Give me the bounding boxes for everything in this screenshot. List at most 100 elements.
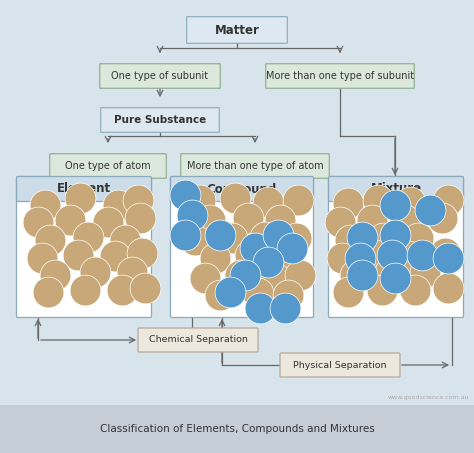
Point [371, 251, 379, 259]
Point [426, 207, 434, 214]
FancyBboxPatch shape [328, 177, 464, 318]
Point [271, 275, 279, 282]
Text: More than one type of subunit: More than one type of subunit [266, 71, 414, 81]
Point [358, 233, 366, 241]
Point [368, 217, 376, 224]
Point [111, 252, 119, 260]
Text: Mixture: Mixture [371, 183, 421, 196]
Point [358, 271, 366, 279]
Point [181, 191, 189, 198]
Point [256, 304, 264, 312]
Point [444, 197, 452, 204]
FancyBboxPatch shape [187, 17, 287, 43]
FancyBboxPatch shape [328, 177, 464, 202]
Point [391, 231, 399, 239]
Point [201, 275, 209, 282]
Point [244, 214, 252, 222]
Point [228, 234, 236, 241]
Point [296, 271, 304, 279]
Point [404, 252, 412, 260]
Point [254, 289, 262, 297]
Point [344, 199, 352, 207]
Point [418, 251, 426, 259]
FancyBboxPatch shape [181, 154, 329, 178]
Point [46, 236, 54, 244]
Point [374, 197, 382, 204]
Point [284, 291, 292, 299]
Point [411, 286, 419, 294]
Point [346, 236, 354, 244]
Point [391, 275, 399, 282]
Point [81, 286, 89, 294]
Text: Chemical Separation: Chemical Separation [148, 336, 247, 344]
Point [279, 255, 287, 262]
Text: One type of subunit: One type of subunit [111, 71, 209, 81]
Point [191, 236, 199, 244]
FancyBboxPatch shape [138, 328, 258, 352]
Text: Compound: Compound [207, 183, 277, 196]
Point [76, 194, 84, 202]
Point [401, 217, 409, 224]
FancyBboxPatch shape [17, 177, 152, 202]
Point [292, 234, 300, 241]
Point [226, 289, 234, 296]
Point [406, 198, 414, 206]
Point [196, 197, 204, 204]
Text: www.goodscience.com.au: www.goodscience.com.au [387, 395, 469, 400]
Point [236, 271, 244, 279]
Point [388, 251, 396, 259]
Point [136, 214, 144, 222]
Text: Classification of Elements, Compounds and Mixtures: Classification of Elements, Compounds an… [100, 424, 374, 434]
Point [38, 255, 46, 262]
Text: One type of atom: One type of atom [65, 161, 151, 171]
Point [138, 249, 146, 256]
FancyBboxPatch shape [266, 64, 414, 88]
Point [211, 255, 219, 262]
Point [188, 212, 196, 219]
Point [231, 194, 239, 202]
Point [91, 268, 99, 275]
Point [118, 286, 126, 294]
Point [141, 284, 149, 292]
Point [441, 249, 449, 256]
Point [261, 233, 269, 241]
Point [128, 268, 136, 275]
Point [264, 198, 272, 206]
FancyBboxPatch shape [100, 64, 220, 88]
Point [51, 271, 59, 279]
Text: More than one type of atom: More than one type of atom [187, 161, 323, 171]
Point [241, 271, 249, 279]
Point [276, 217, 284, 224]
Point [338, 255, 346, 262]
Point [134, 197, 142, 204]
Point [66, 217, 74, 224]
FancyBboxPatch shape [17, 177, 152, 318]
Point [251, 244, 259, 251]
FancyBboxPatch shape [280, 353, 400, 377]
Point [294, 197, 302, 204]
Point [121, 236, 129, 244]
Point [438, 214, 446, 222]
Text: Matter: Matter [215, 24, 259, 37]
Point [344, 289, 352, 296]
Point [421, 268, 429, 275]
FancyBboxPatch shape [171, 177, 313, 318]
Point [391, 202, 399, 209]
Point [34, 218, 42, 226]
Point [41, 202, 49, 209]
Point [74, 251, 82, 259]
Point [281, 304, 289, 312]
Point [181, 231, 189, 239]
Point [386, 268, 394, 275]
Point [414, 234, 422, 241]
Point [274, 231, 282, 239]
Point [444, 255, 452, 262]
Point [288, 244, 296, 251]
Point [356, 255, 364, 262]
Point [216, 231, 224, 239]
Point [264, 258, 272, 265]
Point [379, 234, 387, 241]
Bar [0, 405, 474, 453]
Point [44, 289, 52, 296]
Text: Pure Substance: Pure Substance [114, 115, 206, 125]
